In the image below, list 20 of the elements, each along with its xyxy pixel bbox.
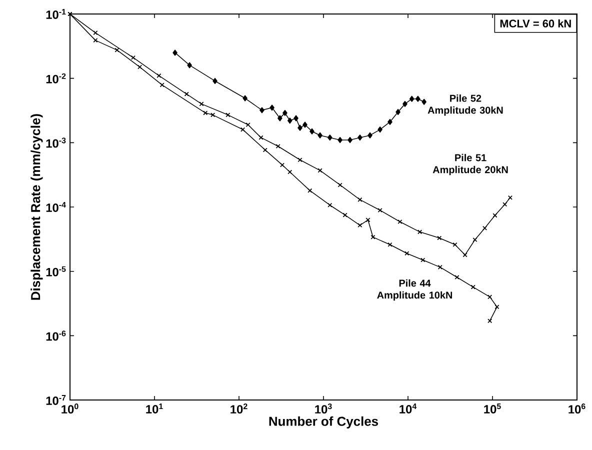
text: Pile 51 Amplitude 20kN	[432, 154, 508, 176]
y-tick-label: 10$^{-7}$	[46, 395, 66, 405]
x-tick-label: 10$^{6}$	[568, 404, 586, 414]
y-tick-label: 10$^{-1}$	[46, 9, 66, 19]
annotation: MCLV = 60 kN	[500, 19, 571, 28]
x-tick-label: 10$^{0}$	[62, 404, 78, 414]
x-tick-label: 10$^{4}$	[400, 404, 417, 414]
x-tick-label: 10$^{5}$	[484, 404, 501, 414]
y-tick-label: 10$^{-3}$	[46, 138, 66, 148]
y-tick-label: 10$^{-2}$	[46, 73, 66, 84]
x-tick-label: 10$^{2}$	[230, 404, 248, 414]
x-tick-label: 10$^{1}$	[146, 404, 163, 414]
series-label: Pile 52 Amplitude 30kN	[428, 94, 503, 116]
x-tick-label: 10$^{3}$	[315, 404, 332, 414]
y-tick-label: 10$^{-4}$	[46, 202, 66, 212]
y-tick-label: 10$^{-5}$	[46, 266, 66, 276]
y-axis-title: Displacement Rate (mm/cycle)	[30, 114, 43, 300]
x-axis-title: Number of Cycles	[269, 416, 378, 428]
y-tick-label: 10$^{-6}$	[46, 330, 66, 341]
series-label: Pile 44 Amplitude 10kN	[377, 279, 452, 301]
